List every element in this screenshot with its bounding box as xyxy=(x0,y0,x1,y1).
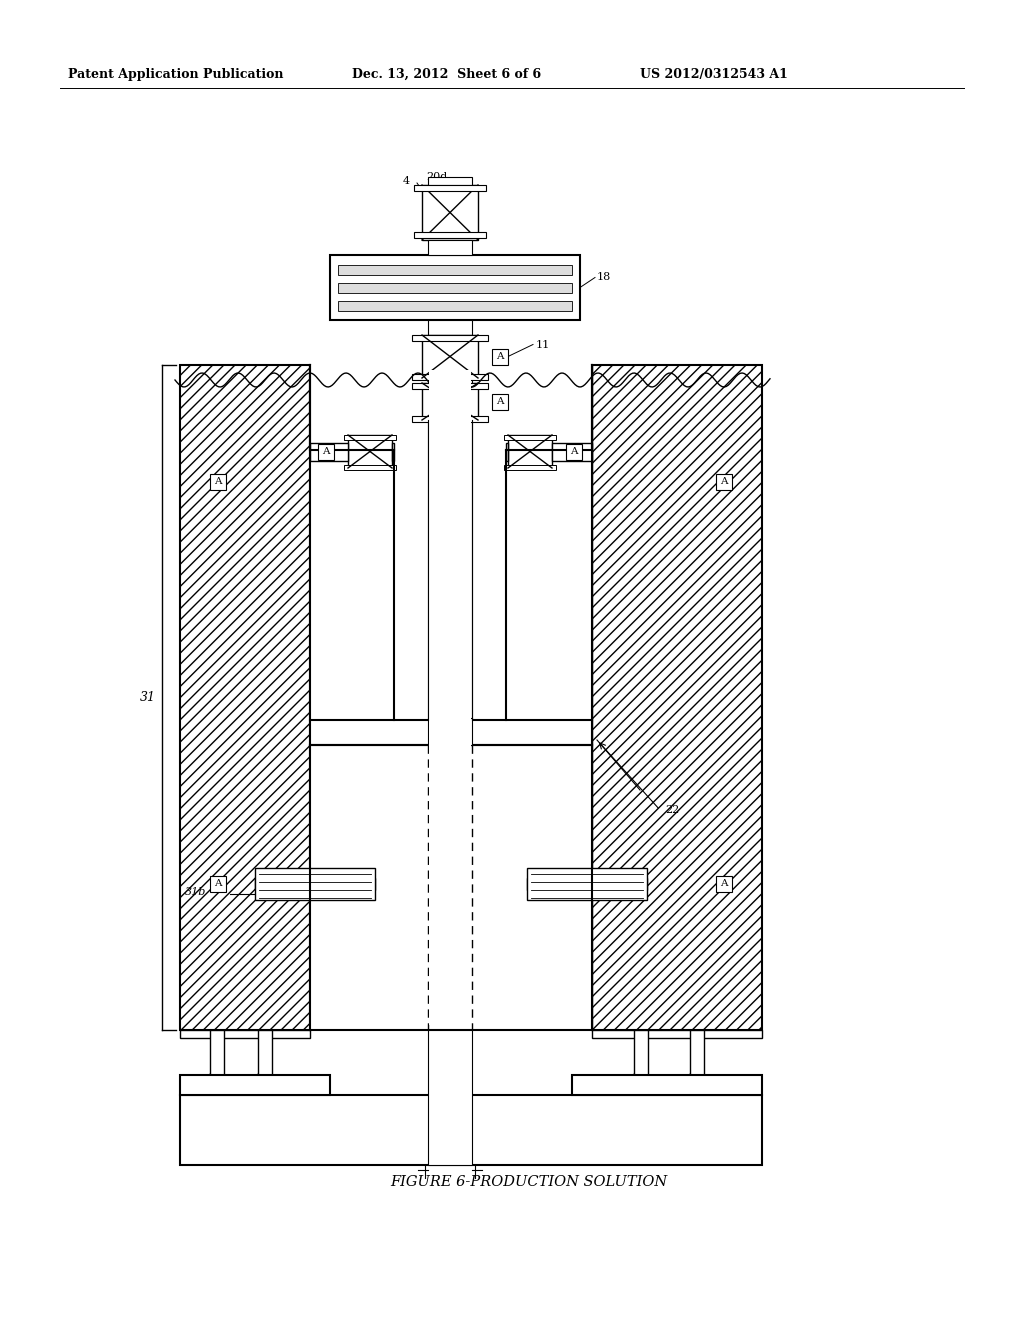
Bar xyxy=(414,232,486,238)
Bar xyxy=(428,718,472,744)
Bar xyxy=(210,876,226,892)
Bar xyxy=(412,374,488,380)
Text: 31: 31 xyxy=(140,690,156,704)
Text: A: A xyxy=(720,477,728,486)
Bar xyxy=(504,465,556,470)
Bar xyxy=(566,444,582,459)
Bar xyxy=(716,876,732,892)
Bar xyxy=(258,1030,272,1074)
Text: 31c: 31c xyxy=(687,1073,707,1082)
Bar xyxy=(392,442,394,461)
Bar xyxy=(180,1030,310,1038)
Text: 31c: 31c xyxy=(208,1073,226,1082)
Bar xyxy=(338,301,572,312)
Bar xyxy=(527,869,647,900)
Bar xyxy=(592,1030,762,1038)
Bar xyxy=(414,185,486,191)
Bar xyxy=(506,442,508,461)
Bar xyxy=(527,878,592,890)
Text: 20d: 20d xyxy=(434,702,456,711)
Bar xyxy=(422,185,478,240)
Text: Patent Application Publication: Patent Application Publication xyxy=(68,69,284,81)
Bar xyxy=(504,436,556,440)
Text: 18: 18 xyxy=(597,272,611,282)
Bar xyxy=(348,436,392,469)
Bar xyxy=(255,878,310,890)
Bar xyxy=(422,383,478,420)
Bar xyxy=(428,319,472,335)
Text: 31b: 31b xyxy=(185,887,207,898)
Bar xyxy=(428,1030,472,1166)
Bar xyxy=(310,366,592,719)
Text: A: A xyxy=(570,447,578,455)
Bar xyxy=(428,177,472,185)
Bar xyxy=(634,1030,648,1074)
Bar xyxy=(210,474,226,490)
Bar xyxy=(429,370,471,1026)
Text: Dec. 13, 2012  Sheet 6 of 6: Dec. 13, 2012 Sheet 6 of 6 xyxy=(352,69,541,81)
Bar xyxy=(428,378,472,383)
Text: 4: 4 xyxy=(402,176,410,186)
Bar xyxy=(180,1074,330,1096)
Bar xyxy=(428,240,472,255)
Bar xyxy=(180,1096,762,1166)
Text: A: A xyxy=(214,477,222,486)
Text: 11: 11 xyxy=(536,339,550,350)
Bar xyxy=(255,869,375,900)
Text: 31c: 31c xyxy=(256,1073,274,1082)
Bar xyxy=(412,335,488,341)
Bar xyxy=(344,436,396,440)
Bar xyxy=(412,416,488,422)
Text: A: A xyxy=(720,879,728,888)
Bar xyxy=(422,335,478,378)
Bar xyxy=(428,420,472,719)
Bar xyxy=(592,366,762,1030)
Bar xyxy=(572,1074,762,1096)
Text: 31a: 31a xyxy=(190,1078,210,1088)
Bar xyxy=(472,719,592,744)
Text: A: A xyxy=(497,352,504,360)
Text: 31c: 31c xyxy=(632,1073,650,1082)
Bar xyxy=(492,393,508,409)
Bar xyxy=(310,744,592,1030)
Bar xyxy=(552,442,592,461)
Bar xyxy=(310,442,348,461)
Bar xyxy=(716,474,732,490)
Bar xyxy=(310,719,592,744)
Text: 22: 22 xyxy=(665,805,679,814)
Bar xyxy=(210,1030,224,1074)
Bar xyxy=(344,465,396,470)
Text: A: A xyxy=(214,879,222,888)
Bar xyxy=(338,282,572,293)
Bar xyxy=(338,265,572,275)
Bar xyxy=(506,450,592,719)
Bar xyxy=(310,878,375,890)
Bar xyxy=(592,878,647,890)
Bar xyxy=(394,450,506,719)
Bar xyxy=(180,366,310,1030)
Bar xyxy=(492,348,508,364)
Bar xyxy=(318,444,334,459)
Bar xyxy=(690,1030,705,1074)
Text: A: A xyxy=(497,397,504,407)
Bar xyxy=(412,383,488,389)
Text: A: A xyxy=(323,447,330,455)
Bar xyxy=(508,436,552,469)
Text: US 2012/0312543 A1: US 2012/0312543 A1 xyxy=(640,69,787,81)
Bar xyxy=(330,255,580,319)
Bar xyxy=(310,450,394,719)
Text: 20d: 20d xyxy=(426,172,447,182)
Bar xyxy=(310,719,428,744)
Text: FIGURE 6-PRODUCTION SOLUTION: FIGURE 6-PRODUCTION SOLUTION xyxy=(390,1175,667,1189)
